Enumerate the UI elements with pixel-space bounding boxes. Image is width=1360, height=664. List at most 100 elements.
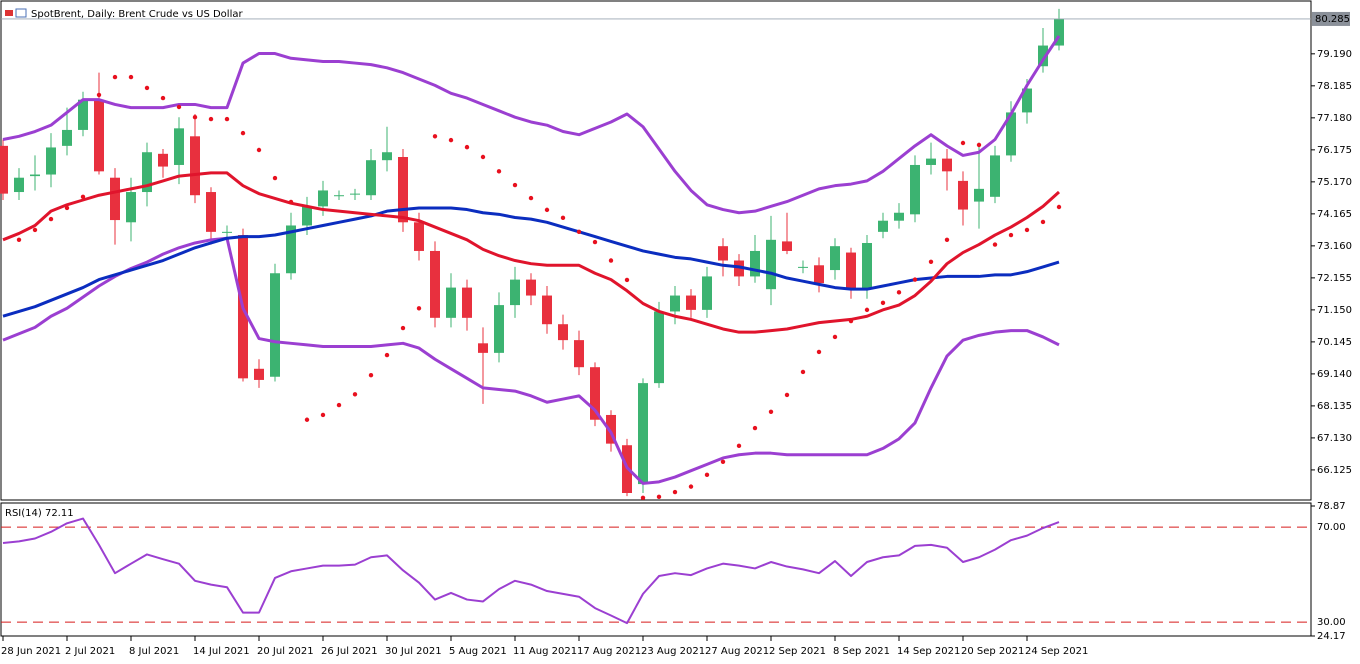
sar-dot bbox=[368, 372, 374, 378]
sar-dot bbox=[608, 258, 614, 263]
last-price-box bbox=[1312, 11, 1350, 26]
toolbar-icons bbox=[5, 8, 27, 18]
candle-body bbox=[942, 158, 952, 172]
candle-body bbox=[526, 279, 536, 296]
sar-dot bbox=[256, 147, 262, 153]
sar-dot bbox=[128, 74, 134, 80]
sar-dot bbox=[640, 495, 646, 500]
sar-dot bbox=[112, 74, 118, 80]
candle-body bbox=[958, 180, 968, 210]
sar-dot bbox=[384, 352, 390, 358]
rsi-title: RSI(14) 72.11 bbox=[5, 508, 74, 519]
candle-body bbox=[430, 250, 440, 318]
candle-body bbox=[190, 136, 200, 196]
candle-body bbox=[494, 305, 504, 353]
x-tick-label: 14 Sep 2021 bbox=[897, 646, 960, 657]
candle-body bbox=[270, 273, 280, 377]
candle-body bbox=[894, 212, 904, 221]
indicator-line bbox=[2, 236, 1060, 485]
x-tick-label: 8 Sep 2021 bbox=[833, 646, 890, 657]
candle-body bbox=[782, 241, 792, 251]
candle-body bbox=[734, 260, 744, 277]
sar-dot bbox=[896, 290, 902, 295]
sar-dot bbox=[16, 237, 22, 243]
sar-dot bbox=[272, 175, 278, 181]
icon bbox=[5, 10, 13, 16]
sar-dot bbox=[240, 130, 246, 136]
candle-body bbox=[334, 195, 344, 197]
x-tick-label: 11 Aug 2021 bbox=[513, 646, 577, 657]
candle-body bbox=[382, 152, 392, 161]
sar-dot bbox=[400, 325, 406, 331]
sar-dot bbox=[1056, 204, 1062, 210]
y-tick-label: 68.135 bbox=[1317, 401, 1352, 412]
y-tick-label: 67.130 bbox=[1317, 433, 1352, 444]
sar-dot bbox=[224, 116, 230, 122]
sar-dot bbox=[944, 237, 950, 243]
candle-body bbox=[846, 252, 856, 290]
candle-body bbox=[670, 295, 680, 312]
sar-dot bbox=[624, 277, 630, 283]
x-tick-label: 28 Jun 2021 bbox=[1, 646, 61, 657]
candle-body bbox=[638, 383, 648, 485]
candle-body bbox=[0, 145, 8, 194]
sar-dot bbox=[912, 277, 918, 282]
sar-dot bbox=[176, 104, 182, 110]
chart-title: SpotBrent, Daily: Brent Crude vs US Doll… bbox=[31, 9, 243, 20]
sar-dot bbox=[800, 369, 806, 375]
candle-body bbox=[830, 246, 840, 271]
candle-body bbox=[558, 324, 568, 341]
x-tick-label: 17 Aug 2021 bbox=[577, 646, 641, 657]
candle-body bbox=[478, 343, 488, 353]
sar-dot bbox=[144, 85, 150, 91]
sar-dot bbox=[688, 484, 694, 489]
x-tick-label: 23 Aug 2021 bbox=[641, 646, 705, 657]
sar-dot bbox=[672, 489, 678, 495]
y-tick-label: 72.155 bbox=[1317, 273, 1352, 284]
y-tick-label: 70.145 bbox=[1317, 337, 1352, 348]
sar-dot bbox=[720, 459, 726, 464]
sar-dot bbox=[512, 182, 518, 188]
level-label: 30.00 bbox=[1317, 617, 1346, 628]
candle-body bbox=[702, 276, 712, 310]
y-tick-label: 73.160 bbox=[1317, 241, 1352, 252]
candle-body bbox=[974, 188, 984, 202]
sar-dot bbox=[464, 144, 470, 150]
y-tick-label: 76.175 bbox=[1317, 145, 1352, 156]
sar-dot bbox=[704, 472, 710, 478]
candle-body bbox=[446, 287, 456, 318]
x-tick-label: 27 Aug 2021 bbox=[705, 646, 769, 657]
candle-body bbox=[1022, 88, 1032, 113]
sar-dot bbox=[480, 154, 486, 160]
indicator-line bbox=[2, 171, 1061, 334]
sar-dot bbox=[752, 425, 758, 431]
candle-body bbox=[814, 265, 824, 284]
candle-body bbox=[206, 192, 216, 232]
x-tick-label: 5 Aug 2021 bbox=[449, 646, 507, 657]
sar-dot bbox=[320, 412, 326, 418]
candle-body bbox=[718, 246, 728, 261]
candle-body bbox=[686, 295, 696, 310]
sar-dot bbox=[496, 169, 502, 174]
candle-body bbox=[590, 367, 600, 420]
candle-body bbox=[606, 414, 616, 444]
sar-dot bbox=[528, 195, 534, 201]
y-tick-label: 24.17 bbox=[1317, 631, 1346, 642]
sar-dot bbox=[1008, 232, 1014, 238]
x-tick-label: 20 Sep 2021 bbox=[961, 646, 1024, 657]
candle-body bbox=[1054, 18, 1064, 46]
candle-body bbox=[302, 206, 312, 226]
rsi-panel bbox=[0, 502, 1312, 637]
y-tick-label: 74.165 bbox=[1317, 209, 1352, 220]
y-tick-label: 79.190 bbox=[1317, 49, 1352, 60]
candle-body bbox=[142, 152, 152, 193]
sar-dot bbox=[448, 137, 454, 143]
sar-dot bbox=[576, 229, 582, 235]
sar-dot bbox=[352, 392, 358, 397]
sar-dot bbox=[208, 116, 214, 122]
sar-dot bbox=[1040, 219, 1046, 225]
sar-dot bbox=[592, 239, 598, 245]
candle-body bbox=[510, 279, 520, 306]
